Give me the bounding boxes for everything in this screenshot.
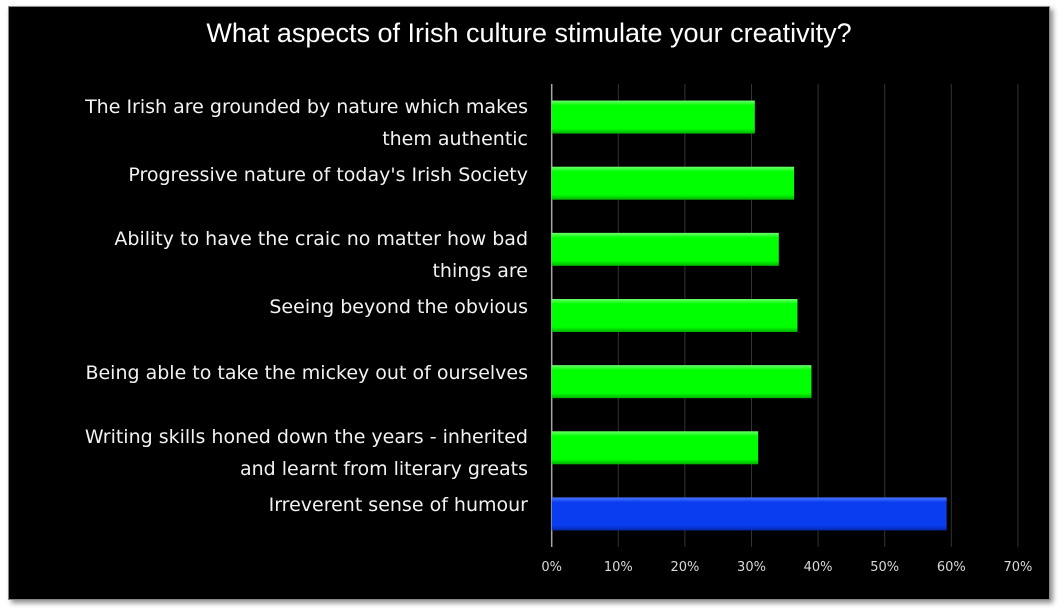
x-tick-label: 0% bbox=[541, 560, 562, 575]
category-label: Ability to have the craic no matter how … bbox=[8, 223, 528, 287]
category-label-line: The Irish are grounded by nature which m… bbox=[85, 95, 528, 118]
bar bbox=[551, 365, 812, 399]
x-tick-label: 70% bbox=[1003, 560, 1033, 575]
category-label: The Irish are grounded by nature which m… bbox=[8, 91, 528, 155]
bar bbox=[551, 431, 759, 465]
x-tick-label: 50% bbox=[870, 560, 900, 575]
x-tick-label: 30% bbox=[737, 560, 766, 575]
x-tick-label: 10% bbox=[603, 560, 633, 575]
category-label-line: Writing skills honed down the years - in… bbox=[84, 426, 528, 449]
category-label-line: Ability to have the craic no matter how … bbox=[114, 227, 528, 250]
x-tick-label: 60% bbox=[936, 560, 966, 575]
bar bbox=[551, 232, 779, 266]
bar bbox=[551, 497, 947, 531]
category-label: Progressive nature of today's Irish Soci… bbox=[8, 159, 528, 191]
category-label-line: and learnt from literary greats bbox=[239, 458, 528, 481]
category-label: Irreverent sense of humour bbox=[8, 489, 528, 521]
category-label: Seeing beyond the obvious bbox=[8, 291, 528, 323]
bar bbox=[551, 100, 755, 134]
bar bbox=[551, 166, 795, 200]
x-tick-label: 40% bbox=[803, 560, 833, 575]
x-tick-label: 20% bbox=[670, 560, 700, 575]
category-label-line: them authentic bbox=[382, 127, 528, 150]
category-label-line: Irreverent sense of humour bbox=[268, 494, 528, 517]
category-label-line: things are bbox=[432, 259, 528, 282]
bar bbox=[551, 299, 798, 332]
category-label: Writing skills honed down the years - in… bbox=[8, 421, 528, 485]
category-label: Being able to take the mickey out of our… bbox=[8, 357, 528, 389]
category-label-line: Seeing beyond the obvious bbox=[269, 296, 528, 318]
category-label-line: Progressive nature of today's Irish Soci… bbox=[128, 163, 528, 186]
chart-title: What aspects of Irish culture stimulate … bbox=[206, 18, 852, 48]
category-label-line: Being able to take the mickey out of our… bbox=[85, 362, 528, 385]
